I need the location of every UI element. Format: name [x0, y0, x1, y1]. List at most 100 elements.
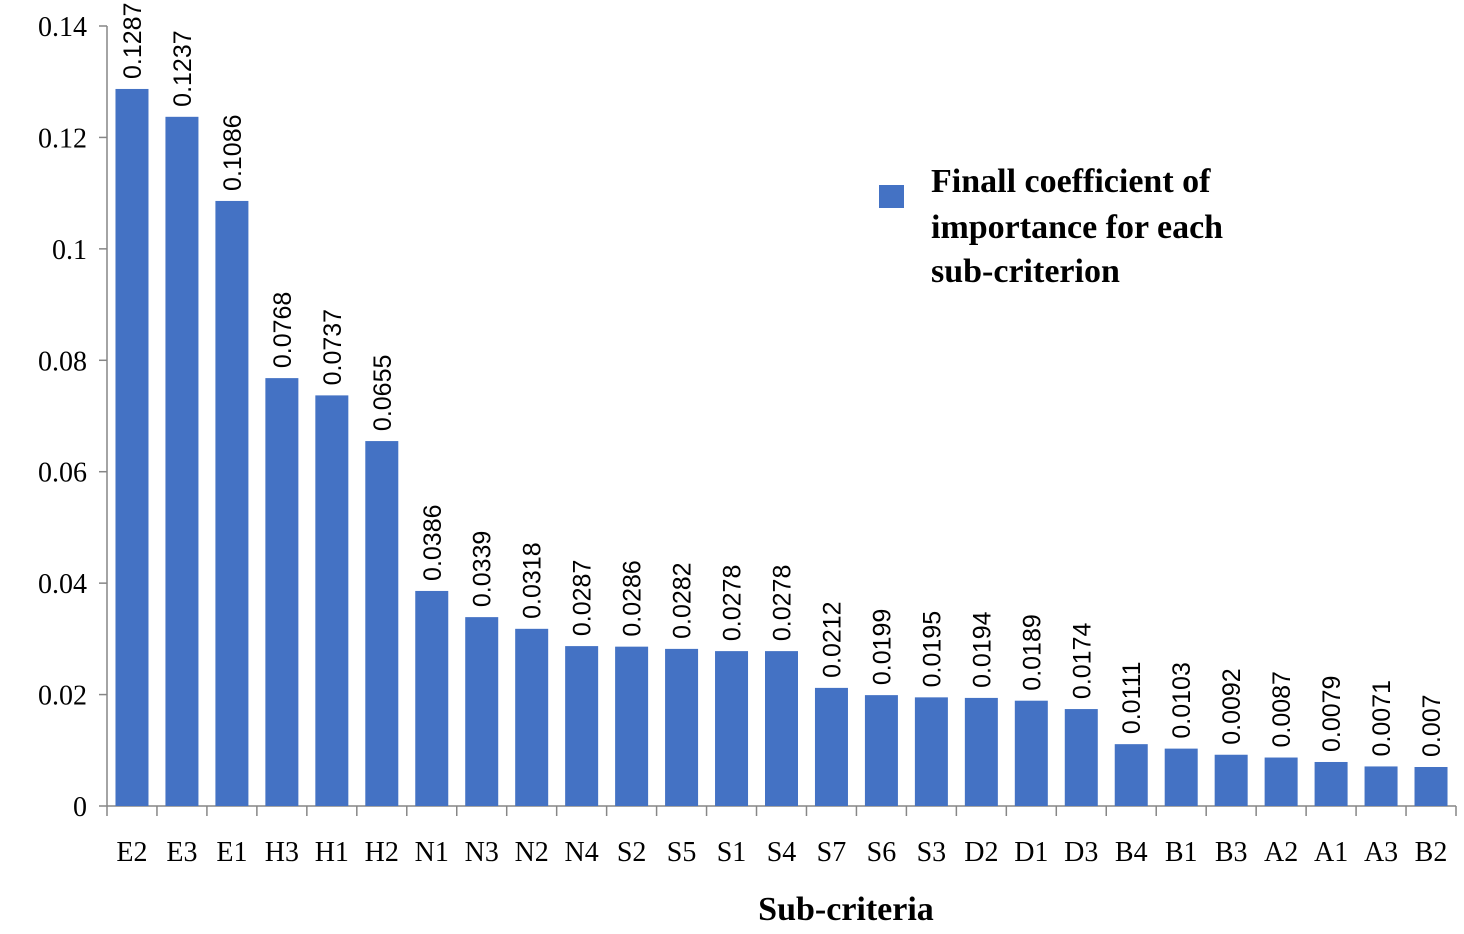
legend: Finall coefficient of importance for eac… — [879, 163, 1223, 290]
y-tick-label: 0.12 — [38, 123, 87, 154]
data-label-B2: 0.007 — [1418, 694, 1446, 757]
x-tick-label-E2: E2 — [116, 837, 147, 868]
x-tick-label-S6: S6 — [867, 837, 897, 868]
legend-label-line-1: Finall coefficient of — [931, 163, 1211, 200]
x-tick-label-B2: B2 — [1415, 837, 1448, 868]
data-label-S3: 0.0195 — [918, 611, 946, 687]
data-label-B3: 0.0092 — [1218, 668, 1246, 744]
x-tick-label-E3: E3 — [166, 837, 197, 868]
y-tick-label: 0.06 — [38, 458, 87, 489]
x-tick-label-H3: H3 — [265, 837, 299, 868]
y-tick-label: 0.1 — [52, 235, 87, 266]
data-label-E1: 0.1086 — [219, 114, 247, 190]
bar-S5 — [665, 648, 699, 806]
bar-E3 — [165, 116, 199, 807]
bar-H2 — [365, 441, 399, 806]
bar-A3 — [1364, 766, 1398, 806]
x-tick-label-B1: B1 — [1165, 837, 1198, 868]
x-tick-label-D1: D1 — [1014, 837, 1048, 868]
bar-N1 — [415, 590, 449, 806]
data-label-S6: 0.0199 — [868, 609, 896, 685]
x-tick-label-S2: S2 — [617, 837, 647, 868]
bar-S7 — [814, 687, 848, 806]
x-tick-label-S4: S4 — [767, 837, 797, 868]
bar-S6 — [864, 695, 898, 806]
bar-series — [115, 88, 1448, 807]
x-axis-title: Sub-criteria — [758, 891, 934, 928]
y-tick-label: 0.08 — [38, 346, 87, 377]
data-label-E3: 0.1237 — [169, 30, 197, 106]
bar-B1 — [1164, 748, 1198, 806]
data-label-D3: 0.0174 — [1068, 622, 1096, 699]
x-tick-label-H1: H1 — [315, 837, 349, 868]
bar-N2 — [515, 628, 549, 806]
x-tick-label-A1: A1 — [1314, 837, 1348, 868]
x-tick-label-S7: S7 — [817, 837, 847, 868]
x-tick-label-A2: A2 — [1264, 837, 1298, 868]
x-tick-label-N1: N1 — [415, 837, 449, 868]
data-label-N2: 0.0318 — [519, 542, 547, 618]
bar-S4 — [765, 651, 798, 806]
y-axis: 0 0.02 0.04 0.06 0.08 0.1 0.12 0.14 — [38, 12, 108, 823]
bar-S3 — [914, 697, 948, 806]
x-tick-label-N2: N2 — [515, 837, 549, 868]
x-tick-label-S3: S3 — [917, 837, 947, 868]
bar-S2 — [615, 646, 649, 806]
x-tick-label-A3: A3 — [1364, 837, 1398, 868]
data-label-H2: 0.0655 — [369, 355, 397, 431]
bar-D2 — [964, 697, 998, 806]
x-axis — [106, 805, 1457, 816]
bar-S1 — [715, 651, 749, 806]
data-label-A3: 0.0071 — [1368, 680, 1396, 756]
data-label-S5: 0.0282 — [669, 562, 697, 638]
data-label-S4: 0.0278 — [769, 565, 797, 641]
data-label-A2: 0.0087 — [1268, 671, 1296, 747]
bar-D1 — [1014, 700, 1048, 806]
data-label-A1: 0.0079 — [1318, 676, 1346, 752]
data-label-B1: 0.0103 — [1168, 662, 1196, 738]
data-label-N4: 0.0287 — [569, 560, 597, 636]
x-tick-label-N4: N4 — [565, 837, 599, 868]
x-tick-label-B3: B3 — [1215, 837, 1248, 868]
x-tick-label-S1: S1 — [717, 837, 747, 868]
category-labels: E2 E3 E1 H3 H1 H2 N1 N3 N2 N4 S2 S5 S1 S4 S7 S6 S3 D2 D1 D3… — [116, 837, 1447, 868]
bar-A1 — [1314, 761, 1348, 806]
data-label-H3: 0.0768 — [269, 292, 297, 368]
data-label-E2: 0.1287 — [119, 2, 147, 78]
bar-E1 — [215, 200, 249, 806]
y-tick-label: 0.02 — [38, 681, 87, 712]
x-tick-label-N3: N3 — [465, 837, 499, 868]
data-label-D2: 0.0194 — [968, 611, 996, 688]
data-label-D1: 0.0189 — [1018, 614, 1046, 690]
data-label-H1: 0.0737 — [319, 309, 347, 385]
y-tick-label: 0.14 — [38, 12, 87, 43]
legend-label-line-3: sub-criterion — [931, 253, 1120, 290]
data-label-B4: 0.0111 — [1118, 661, 1146, 734]
x-tick-label-H2: H2 — [365, 837, 399, 868]
bar-H1 — [315, 395, 349, 806]
data-labels: 0.1287 0.1237 0.1086 0.0768 0.0737 0.0655 0.03… — [119, 2, 1446, 757]
x-tick-label-D3: D3 — [1064, 837, 1098, 868]
legend-swatch — [879, 185, 904, 208]
data-label-S1: 0.0278 — [719, 565, 747, 641]
bar-B2 — [1414, 767, 1448, 806]
x-tick-label-D2: D2 — [964, 837, 998, 868]
bar-D3 — [1064, 709, 1098, 806]
y-tick-label: 0.04 — [38, 569, 87, 600]
bar-N3 — [465, 617, 499, 806]
data-label-S7: 0.0212 — [818, 601, 846, 677]
legend-label-line-2: importance for each — [931, 209, 1223, 246]
x-tick-label-S5: S5 — [667, 837, 697, 868]
bar-N4 — [565, 646, 599, 806]
data-label-N1: 0.0386 — [419, 504, 447, 580]
bar-B3 — [1214, 754, 1248, 806]
bar-A2 — [1264, 757, 1298, 806]
y-tick-label: 0 — [73, 792, 87, 823]
bar-H3 — [265, 378, 299, 806]
x-tick-label-B4: B4 — [1115, 837, 1148, 868]
data-label-S2: 0.0286 — [619, 560, 647, 636]
bar-B4 — [1114, 744, 1148, 806]
bar-E2 — [115, 88, 149, 806]
data-label-N3: 0.0339 — [469, 531, 497, 607]
